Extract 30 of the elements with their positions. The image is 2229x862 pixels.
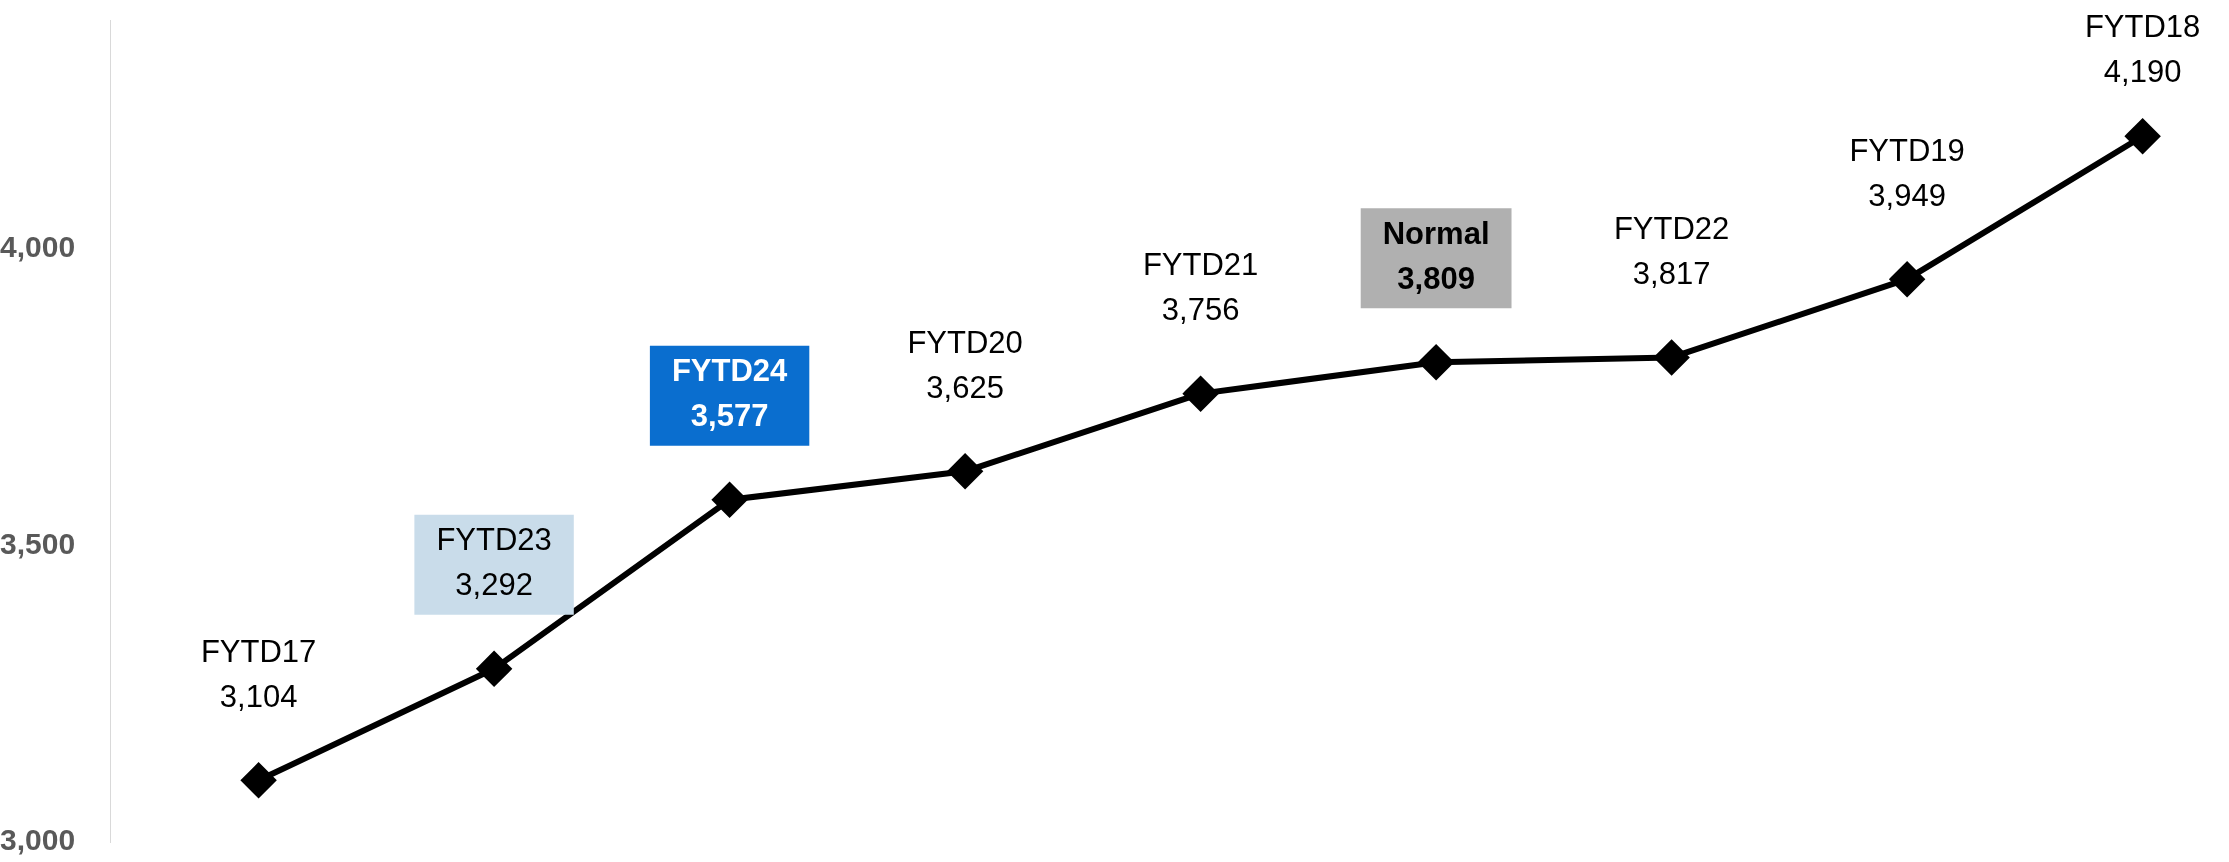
- x-tick-label: FYTD19: [1849, 132, 1965, 168]
- data-label: 3,577: [690, 398, 769, 434]
- x-tick-label: Normal: [1382, 215, 1490, 251]
- point: [1890, 262, 1925, 297]
- point: [712, 482, 747, 517]
- data-label: 3,756: [1161, 292, 1240, 328]
- data-label: 3,104: [219, 678, 298, 714]
- x-tick-label: FYTD23: [436, 522, 552, 558]
- data-label: 3,817: [1632, 256, 1711, 292]
- point: [241, 763, 276, 798]
- x-tick-label: FYTD21: [1142, 247, 1259, 283]
- point: [1183, 376, 1218, 411]
- x-tick-label: FYTD22: [1613, 211, 1730, 247]
- y-tick-label: 4,000: [0, 230, 76, 264]
- x-tick-label: FYTD18: [2084, 8, 2201, 44]
- point: [477, 651, 512, 686]
- x-tick-label: FYTD20: [907, 324, 1023, 360]
- point: [948, 454, 983, 489]
- point: [1419, 345, 1454, 380]
- data-label: 3,949: [1868, 177, 1946, 213]
- data-label: 3,625: [926, 369, 1004, 405]
- data-label: 4,190: [2103, 53, 2182, 89]
- data-label: 3,809: [1397, 260, 1475, 296]
- x-tick-label: FYTD24: [671, 353, 789, 389]
- point: [1654, 340, 1689, 375]
- point: [2125, 119, 2160, 154]
- y-tick-label: 3,500: [0, 526, 76, 560]
- x-tick-label: FYTD17: [200, 633, 317, 669]
- data-label: 3,292: [455, 567, 533, 603]
- y-tick-label: 3,000: [0, 823, 76, 857]
